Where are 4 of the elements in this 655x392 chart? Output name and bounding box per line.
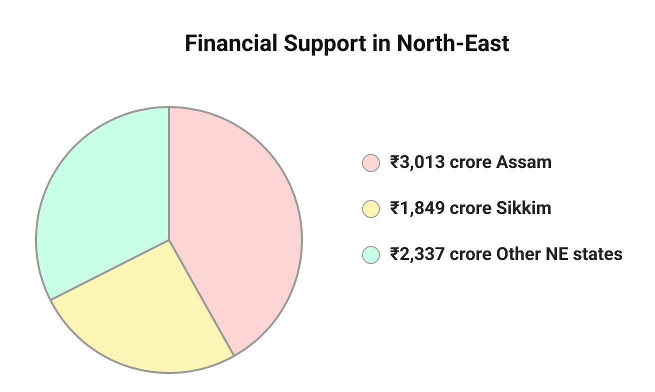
legend-label: ₹2,337 crore Other NE states <box>390 244 623 266</box>
legend-label: ₹1,849 crore Sikkim <box>390 198 552 220</box>
legend-label: ₹3,013 crore Assam <box>390 152 552 174</box>
chart-title: Financial Support in North-East <box>184 30 510 57</box>
